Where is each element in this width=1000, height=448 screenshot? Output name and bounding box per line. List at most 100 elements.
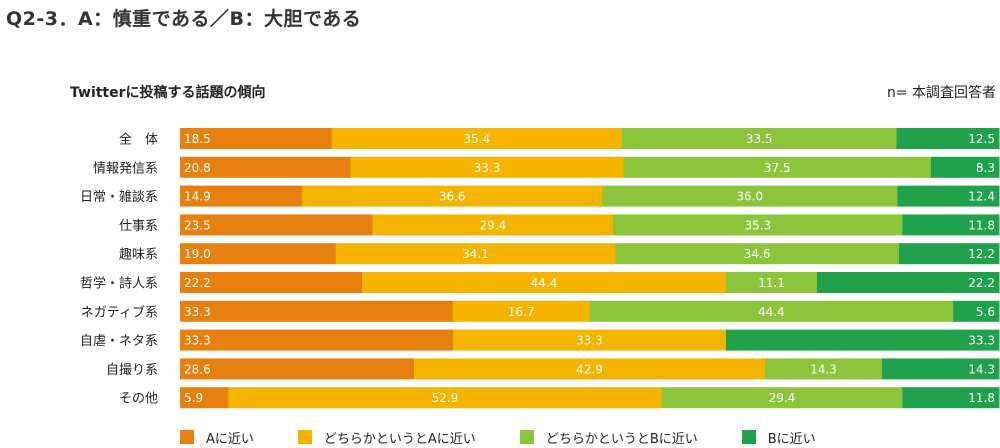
legend-swatch-b — [741, 430, 756, 444]
data-label: 12.4 — [968, 190, 995, 204]
bar-segment-lean-a — [350, 156, 625, 178]
category-label: 全 体 — [119, 132, 158, 148]
legend-swatch-lean-b — [519, 430, 534, 444]
data-label: 14.9 — [184, 190, 211, 204]
legend-swatch-lean-a — [297, 430, 312, 444]
bar-segment-b — [902, 387, 1000, 409]
bar-segment-lean-a — [302, 185, 603, 207]
bar-segment-lean-b — [765, 358, 883, 380]
bar-segment-b — [817, 272, 1000, 293]
data-label: 20.8 — [184, 161, 211, 175]
page-title: Q2-3．A：慎重である／B：大胆である — [6, 8, 362, 30]
legend-item-b: Bに近い — [741, 428, 816, 447]
bar-segment-b — [897, 185, 1000, 207]
data-label: 36.0 — [736, 190, 763, 204]
legend-label-lean-a: どちらかというとAに近い — [323, 431, 476, 447]
category-label: 情報発信系 — [93, 161, 158, 176]
bar-segment-a — [180, 185, 303, 207]
data-label: 33.3 — [968, 334, 995, 348]
legend-item-a: Aに近い — [180, 428, 254, 447]
chart-legend: Aに近い どちらかというとAに近い どちらかというとBに近い Bに近い — [180, 428, 860, 447]
bar-segment-lean-b — [661, 387, 903, 409]
bar-segment-b — [953, 300, 1000, 322]
data-label: 33.3 — [576, 334, 603, 348]
data-label: 5.9 — [184, 391, 203, 405]
bar-row: 情報発信系 20.8 33.3 37.5 8.3 — [93, 156, 1000, 178]
bar-segment-b — [930, 156, 1000, 178]
bar-segment-b — [726, 329, 1000, 351]
data-label: 11.8 — [968, 218, 995, 232]
data-label: 42.9 — [576, 362, 603, 376]
data-label: 33.3 — [184, 305, 211, 319]
bar-segment-lean-b — [615, 243, 900, 265]
data-label: 12.5 — [968, 132, 995, 146]
data-label: 33.3 — [474, 161, 501, 175]
data-label: 33.3 — [184, 334, 211, 348]
bar-segment-lean-a — [331, 128, 623, 149]
bar-row: 日常・雑談系 14.9 36.6 36.0 12.4 — [80, 185, 1000, 207]
bar-segment-b — [902, 214, 1000, 236]
data-label: 36.6 — [439, 190, 466, 204]
data-label: 22.2 — [184, 276, 211, 290]
bar-segment-lean-b — [589, 300, 954, 322]
legend-item-lean-a: どちらかというとAに近い — [297, 428, 476, 447]
bar-segment-lean-a — [414, 358, 766, 380]
bar-segment-lean-b — [621, 128, 898, 149]
legend-label-lean-b: どちらかというとBに近い — [545, 431, 698, 447]
data-label: 29.4 — [479, 218, 506, 232]
bar-segment-a — [180, 300, 454, 322]
bar-segment-b — [882, 358, 1000, 380]
bar-segment-b — [898, 243, 1000, 265]
category-label: 自撮り系 — [106, 362, 158, 378]
data-label: 11.1 — [758, 276, 785, 290]
data-label: 28.6 — [184, 362, 211, 376]
bar-segment-a — [180, 387, 229, 409]
bar-segment-lean-b — [613, 214, 903, 236]
bar-segment-lean-a — [335, 243, 616, 265]
data-label: 44.4 — [758, 305, 785, 319]
data-label: 5.6 — [976, 305, 995, 319]
legend-swatch-a — [180, 430, 194, 444]
chart-subtitle: Twitterに投稿する話題の傾向 — [70, 85, 266, 101]
data-label: 11.8 — [968, 391, 995, 405]
bar-row: ネガティブ系 33.3 16.7 44.4 5.6 — [81, 300, 1000, 322]
bar-segment-a — [180, 243, 337, 265]
legend-label-a: Aに近い — [206, 431, 254, 447]
data-label: 35.4 — [463, 132, 490, 146]
data-label: 8.3 — [976, 161, 995, 175]
data-label: 16.7 — [508, 305, 535, 319]
bar-row: 全 体 18.5 35.4 33.5 12.5 — [119, 128, 1000, 149]
bar-segment-a — [180, 358, 415, 380]
base-note: n= 本調査回答者 — [886, 85, 996, 101]
bar-segment-lean-a — [453, 329, 727, 351]
bar-row: 仕事系 23.5 29.4 35.3 11.8 — [119, 214, 1000, 236]
category-label: その他 — [119, 392, 158, 407]
data-label: 23.5 — [184, 218, 211, 232]
bar-row: 自虐・ネタ系 33.3 33.3 33.3 — [80, 329, 1000, 351]
data-label: 14.3 — [968, 362, 995, 376]
data-label: 44.4 — [531, 276, 558, 290]
bar-row: 趣味系 19.0 34.1 34.6 12.2 — [119, 243, 1000, 265]
bar-segment-lean-b — [623, 156, 932, 178]
bar-segment-a — [180, 128, 333, 149]
category-label: ネガティブ系 — [81, 304, 158, 320]
data-label: 12.2 — [968, 247, 995, 261]
bar-segment-a — [180, 272, 363, 293]
data-label: 34.1 — [462, 247, 489, 261]
bar-segment-lean-a — [362, 272, 727, 293]
bar-row: その他 5.9 52.9 29.4 11.8 — [119, 387, 1000, 409]
bar-row: 哲学・詩人系 22.2 44.4 11.1 22.2 — [80, 272, 1000, 293]
bar-segment-b — [896, 128, 1000, 149]
bar-segment-a — [180, 329, 454, 351]
data-label: 14.3 — [810, 362, 837, 376]
bar-segment-lean-b — [726, 272, 818, 293]
bar-segment-lean-a — [452, 300, 590, 322]
legend-item-lean-b: どちらかというとBに近い — [519, 428, 698, 447]
bar-segment-a — [180, 156, 352, 178]
data-label: 18.5 — [184, 132, 211, 146]
category-label: 哲学・詩人系 — [80, 276, 158, 292]
bar-segment-lean-b — [602, 185, 898, 207]
data-label: 22.2 — [968, 276, 995, 290]
category-label: 仕事系 — [119, 219, 158, 234]
